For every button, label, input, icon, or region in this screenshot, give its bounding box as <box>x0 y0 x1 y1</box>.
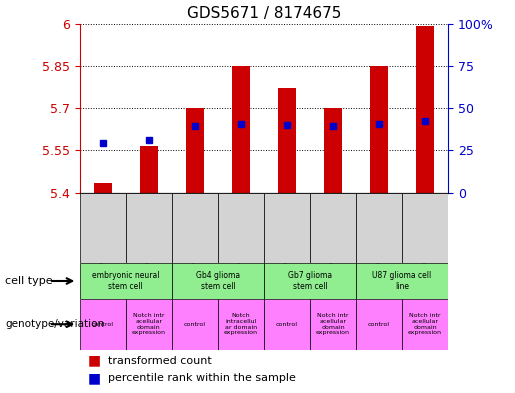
Bar <box>356 263 448 299</box>
Bar <box>402 193 448 263</box>
Text: control: control <box>368 322 390 327</box>
Bar <box>172 193 218 263</box>
Bar <box>402 299 448 350</box>
Text: Notch intr
acellular
domain
expression: Notch intr acellular domain expression <box>132 313 166 335</box>
Bar <box>80 193 126 263</box>
Bar <box>172 299 218 350</box>
Text: embryonic neural
stem cell: embryonic neural stem cell <box>92 271 160 291</box>
Bar <box>126 193 172 263</box>
Bar <box>310 299 356 350</box>
Bar <box>218 193 264 263</box>
Text: control: control <box>184 322 206 327</box>
Text: Gb4 glioma
stem cell: Gb4 glioma stem cell <box>196 271 240 291</box>
Bar <box>80 263 172 299</box>
Bar <box>126 299 172 350</box>
Bar <box>186 108 204 193</box>
Text: Notch
intracellul
ar domain
expression: Notch intracellul ar domain expression <box>224 313 258 335</box>
Bar <box>370 66 388 193</box>
Bar <box>264 193 310 263</box>
Bar <box>140 146 158 193</box>
Bar <box>310 193 356 263</box>
Text: Notch intr
acellular
domain
expression: Notch intr acellular domain expression <box>408 313 442 335</box>
Bar <box>232 66 250 193</box>
Bar <box>416 26 434 193</box>
Text: cell type: cell type <box>5 276 53 286</box>
Bar <box>94 183 112 193</box>
Bar <box>356 299 402 350</box>
Bar <box>264 299 310 350</box>
Text: percentile rank within the sample: percentile rank within the sample <box>108 373 296 383</box>
Bar <box>324 108 342 193</box>
Text: control: control <box>276 322 298 327</box>
Text: U87 glioma cell
line: U87 glioma cell line <box>372 271 432 291</box>
Text: Gb7 glioma
stem cell: Gb7 glioma stem cell <box>288 271 332 291</box>
Text: control: control <box>92 322 114 327</box>
Text: Notch intr
acellular
domain
expression: Notch intr acellular domain expression <box>316 313 350 335</box>
Bar <box>356 193 402 263</box>
Bar <box>264 263 356 299</box>
Text: ■: ■ <box>88 354 100 368</box>
Bar <box>80 299 126 350</box>
Text: genotype/variation: genotype/variation <box>5 319 104 329</box>
Text: ■: ■ <box>88 371 100 385</box>
Bar <box>278 88 296 193</box>
Bar <box>172 263 264 299</box>
Bar <box>218 299 264 350</box>
Title: GDS5671 / 8174675: GDS5671 / 8174675 <box>187 6 341 21</box>
Text: transformed count: transformed count <box>108 356 212 366</box>
